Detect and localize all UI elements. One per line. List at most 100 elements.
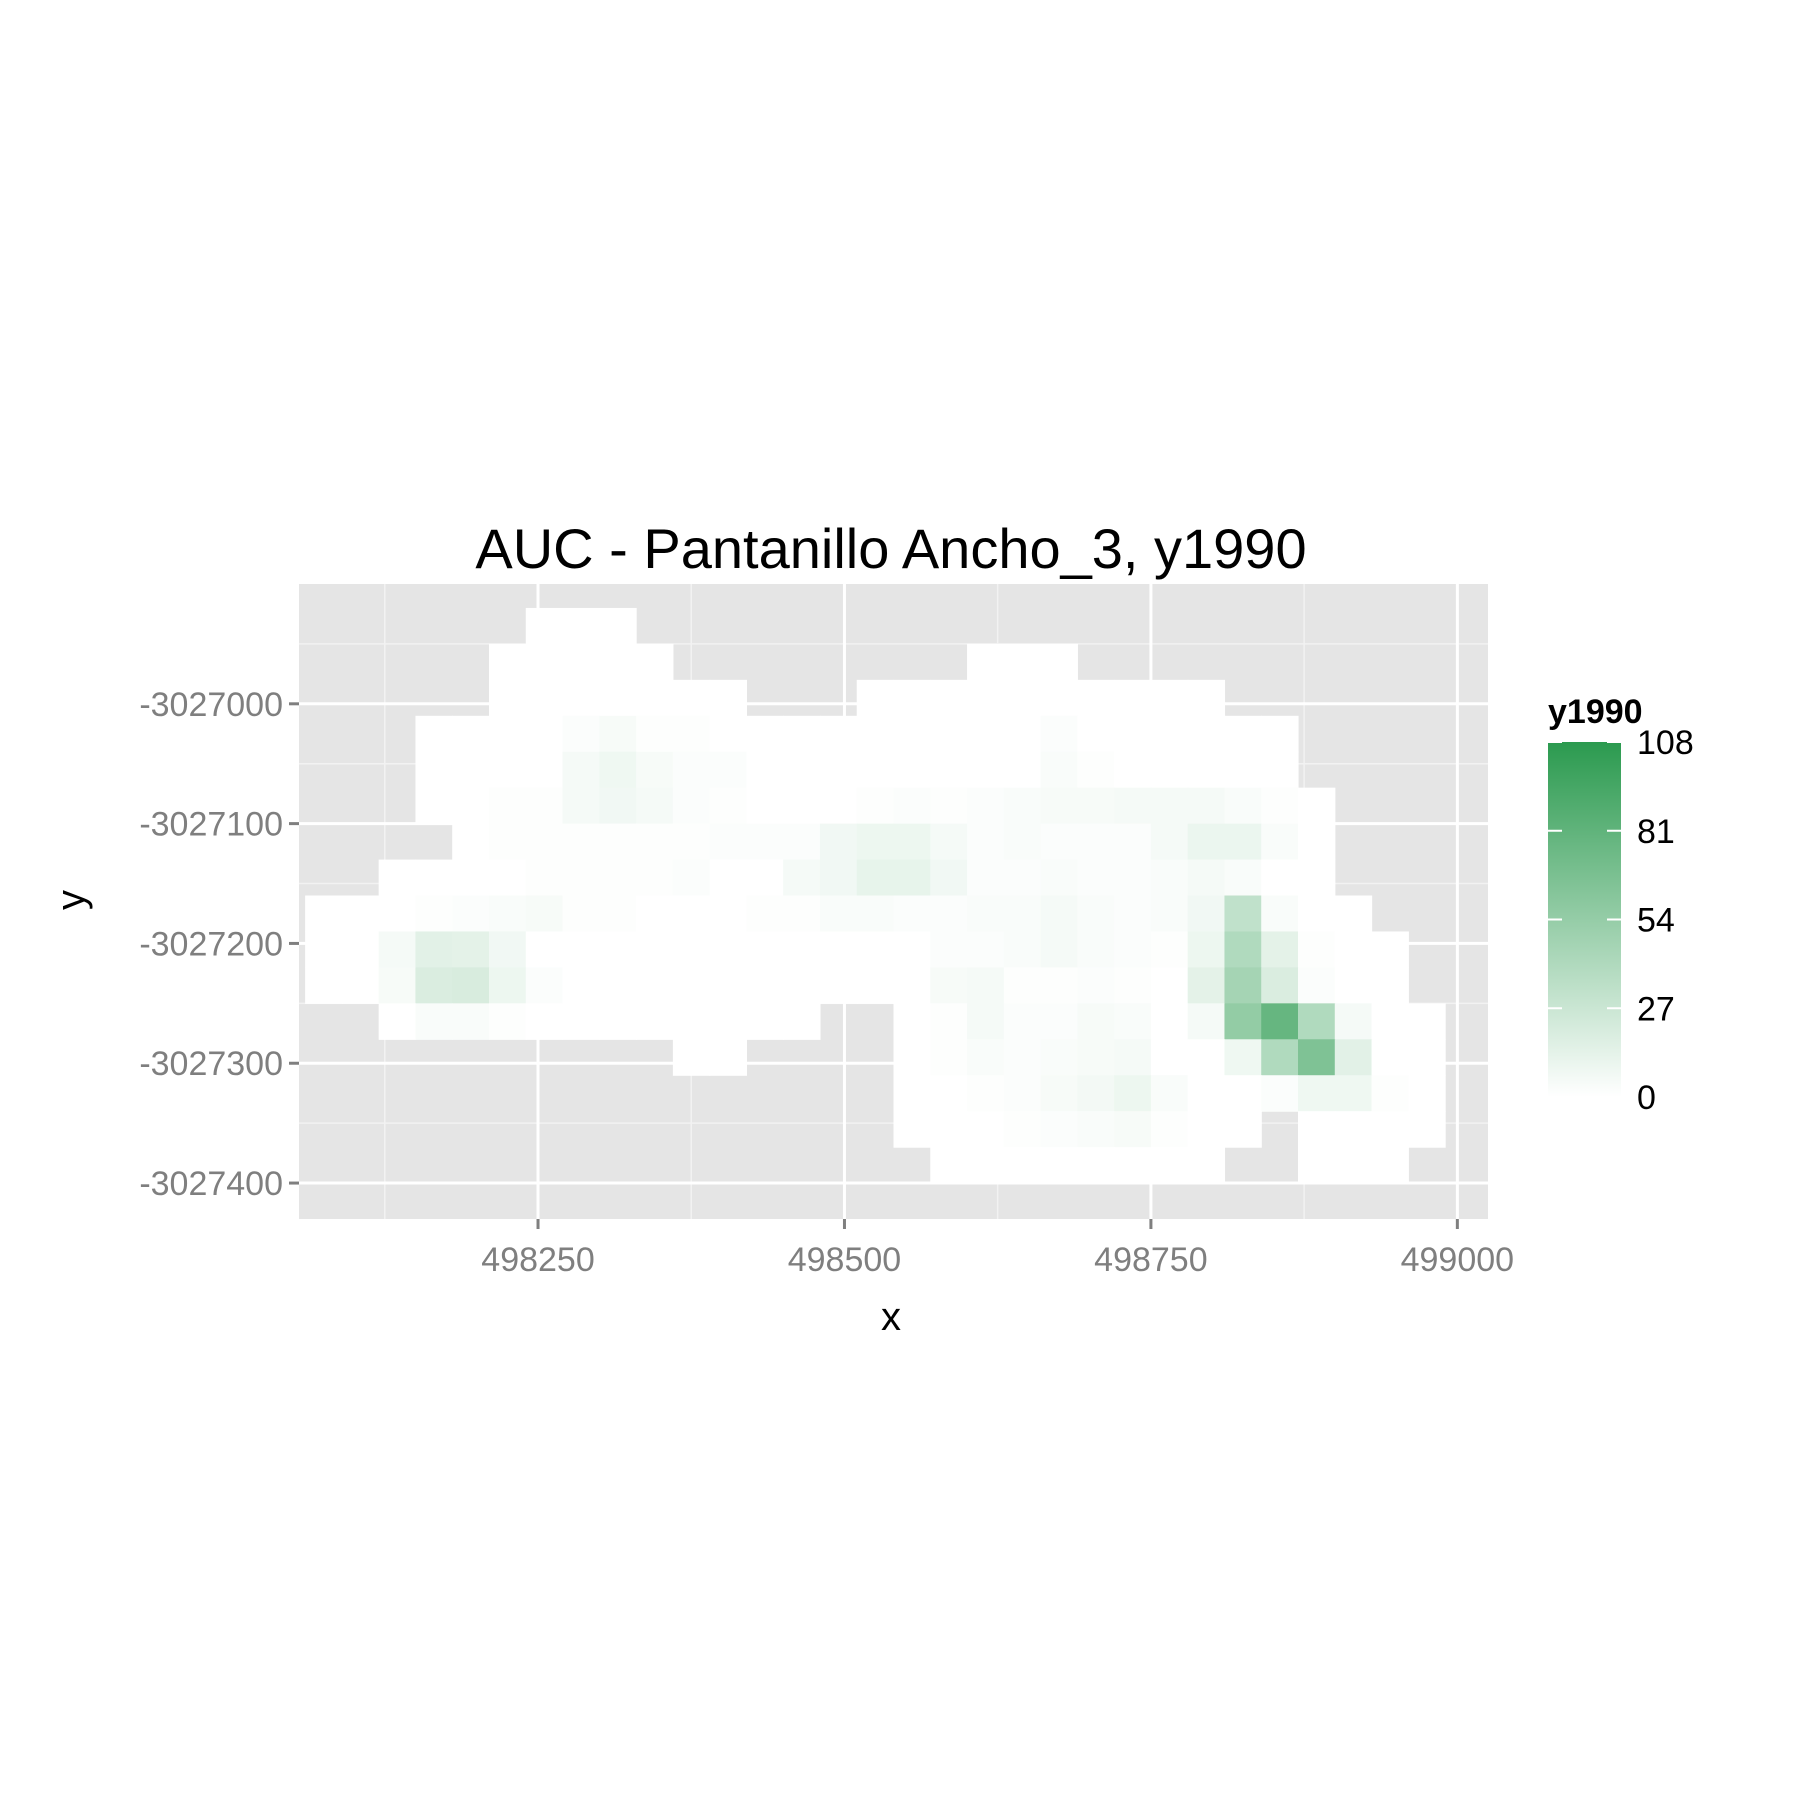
raster-cell: [1371, 1147, 1409, 1184]
raster-cell: [930, 967, 968, 1004]
raster-cell: [783, 715, 821, 753]
raster-cell: [1077, 1111, 1115, 1148]
raster-cell: [1040, 823, 1078, 861]
raster-cell: [1224, 1003, 1262, 1040]
raster-cell: [967, 1111, 1005, 1148]
raster-cell: [819, 715, 858, 753]
raster-cell: [819, 751, 858, 789]
raster-cell: [930, 751, 968, 789]
raster-cell: [525, 895, 564, 933]
raster-cell: [636, 967, 674, 1004]
raster-cell: [1003, 751, 1042, 789]
raster-cell: [525, 715, 564, 753]
raster-cell: [1187, 1147, 1226, 1184]
raster-cell: [1334, 1147, 1373, 1184]
raster-cell: [1298, 1147, 1336, 1184]
raster-cell: [783, 787, 821, 825]
raster-cell: [1298, 1039, 1336, 1076]
raster-cell: [1334, 1111, 1373, 1148]
raster-cell: [525, 679, 564, 717]
raster-cell: [1150, 679, 1189, 717]
raster-cell: [1261, 1075, 1299, 1112]
raster-cell: [415, 751, 453, 789]
raster-cell: [1003, 823, 1042, 861]
raster-cell: [709, 751, 748, 789]
raster-cell: [893, 1039, 931, 1076]
raster-cell: [1003, 787, 1042, 825]
raster-cell: [930, 823, 968, 861]
raster-cell: [930, 1039, 968, 1076]
raster-cell: [452, 931, 490, 968]
raster-cell: [1077, 787, 1115, 825]
raster-cell: [599, 607, 637, 645]
raster-cell: [525, 931, 564, 968]
raster-cell: [1040, 715, 1078, 753]
raster-cell: [1334, 967, 1373, 1004]
raster-cell: [930, 931, 968, 968]
raster-cell: [1150, 1147, 1189, 1184]
raster-cell: [1003, 931, 1042, 968]
x-tick-label: 498500: [788, 1241, 901, 1279]
raster-cell: [930, 1147, 968, 1184]
y-axis-title: y: [49, 890, 93, 910]
raster-cell: [1187, 1039, 1226, 1076]
raster-cell: [1371, 1075, 1409, 1112]
raster-cell: [1298, 859, 1336, 897]
raster-cell: [1150, 931, 1189, 968]
raster-cell: [1040, 1147, 1078, 1184]
raster-cell: [562, 607, 600, 645]
raster-cell: [856, 859, 895, 897]
raster-cell: [1003, 1111, 1042, 1148]
raster-cell: [636, 679, 674, 717]
raster-cell: [856, 895, 895, 933]
y-tick-label: -3027300: [139, 1045, 283, 1083]
raster-cell: [1077, 1075, 1115, 1112]
raster-cell: [672, 931, 711, 968]
raster-cell: [415, 967, 453, 1004]
legend-break-label: 54: [1637, 902, 1675, 940]
raster-cell: [415, 787, 453, 825]
raster-cell: [1040, 1075, 1078, 1112]
raster-cell: [1371, 931, 1409, 968]
raster-cell: [341, 967, 380, 1004]
raster-cell: [893, 931, 931, 968]
raster-cell: [1224, 751, 1262, 789]
raster-cell: [305, 931, 343, 968]
legend-break-label: 27: [1637, 990, 1675, 1028]
raster-cell: [1187, 823, 1226, 861]
raster-cell: [525, 859, 564, 897]
raster-cell: [1150, 751, 1189, 789]
raster-cell: [1003, 859, 1042, 897]
raster-cell: [1077, 1039, 1115, 1076]
raster-cell: [562, 859, 600, 897]
y-tick-label: -3027100: [139, 806, 283, 844]
raster-cell: [415, 1003, 453, 1040]
raster-cell: [930, 787, 968, 825]
raster-cell: [1040, 643, 1078, 681]
raster-cell: [599, 967, 637, 1004]
raster-cell: [562, 967, 600, 1004]
raster-cell: [599, 787, 637, 825]
raster-cell: [1114, 1039, 1152, 1076]
raster-cell: [1040, 967, 1078, 1004]
raster-cell: [1261, 859, 1299, 897]
raster-cell: [1114, 859, 1152, 897]
raster-cell: [893, 895, 931, 933]
raster-cell: [1261, 823, 1299, 861]
raster-cell: [1114, 679, 1152, 717]
legend-break-label: 81: [1637, 813, 1675, 851]
y-axis: -3027000 -3027100 -3027200 -3027300 -3027400: [139, 686, 299, 1203]
raster-cell: [1114, 787, 1152, 825]
raster-cell: [967, 859, 1005, 897]
raster-cell: [1224, 895, 1262, 933]
raster-cell: [1187, 715, 1226, 753]
raster-cell: [967, 1039, 1005, 1076]
raster-cell: [1040, 895, 1078, 933]
raster-cell: [525, 823, 564, 861]
raster-cell: [819, 859, 858, 897]
raster-cell: [893, 787, 931, 825]
raster-cell: [672, 751, 711, 789]
raster-cell: [967, 1003, 1005, 1040]
raster-cell: [930, 1075, 968, 1112]
raster-cell: [525, 1003, 564, 1040]
